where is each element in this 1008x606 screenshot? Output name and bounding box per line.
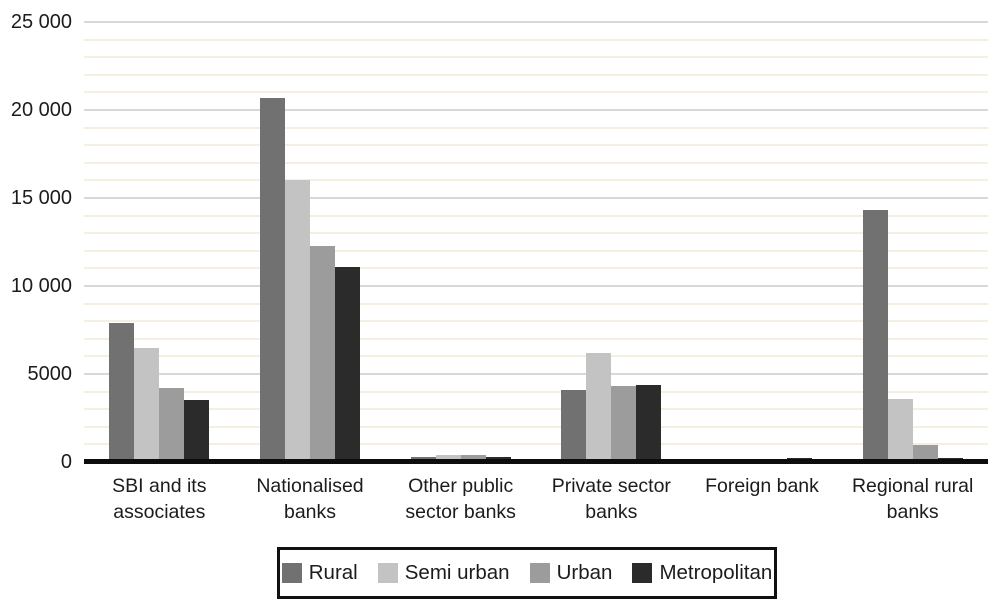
x-category-label: Other public sector banks [405, 475, 516, 523]
major-gridline [84, 21, 988, 23]
bar-metropolitan [335, 266, 360, 462]
x-category-label: Private sector banks [551, 475, 671, 523]
bar-urban [460, 454, 486, 462]
major-gridline [84, 197, 988, 199]
x-axis-line [84, 459, 988, 464]
minor-gridline [84, 425, 988, 428]
bar-urban [310, 245, 335, 462]
minor-gridline [84, 355, 988, 358]
legend-swatch-icon [377, 563, 398, 583]
legend-swatch-icon [281, 563, 302, 583]
bar-rural [109, 322, 135, 462]
legend: Rural Semi urban Urban Metropolitan [277, 547, 777, 599]
bar-rural [862, 210, 888, 462]
bar-metropolitan [636, 384, 662, 462]
major-gridline [84, 373, 988, 375]
legend-label: Urban [556, 561, 613, 584]
x-category-label: SBI and its associates [112, 475, 207, 523]
major-gridline [84, 285, 988, 287]
bar-urban [912, 445, 938, 462]
minor-gridline [84, 390, 988, 393]
bar-urban [611, 386, 637, 462]
bar-metropolitan [184, 400, 210, 462]
y-tick-label: 20 000 [10, 99, 72, 121]
bar-urban [159, 388, 185, 462]
legend-swatch-icon [529, 563, 550, 583]
legend-item: Rural [281, 561, 358, 585]
minor-gridline [84, 56, 988, 59]
bar-semi-urban [134, 347, 160, 462]
bar-rural [260, 97, 285, 462]
legend-label: Rural [308, 561, 358, 584]
plot-area [84, 21, 988, 462]
bar-semi-urban [285, 180, 310, 462]
minor-gridline [84, 443, 988, 446]
bar-semi-urban [887, 398, 913, 462]
legend-label: Metropolitan [659, 561, 773, 584]
minor-gridline [84, 249, 988, 252]
y-tick-label: 10 000 [10, 275, 72, 297]
bar-rural [561, 389, 587, 462]
bar-semi-urban [586, 352, 612, 462]
major-gridline [84, 109, 988, 111]
legend-label: Semi urban [404, 561, 510, 584]
legend-swatch-icon [632, 563, 653, 583]
minor-gridline [84, 179, 988, 182]
legend-item: Urban [529, 561, 613, 585]
legend-item: Metropolitan [632, 561, 772, 585]
minor-gridline [84, 38, 988, 41]
bar-semi-urban [435, 454, 461, 462]
minor-gridline [84, 267, 988, 270]
minor-gridline [84, 408, 988, 411]
minor-gridline [84, 232, 988, 235]
minor-gridline [84, 320, 988, 323]
minor-gridline [84, 337, 988, 340]
y-tick-label: 15 000 [10, 187, 72, 209]
minor-gridline [84, 91, 988, 94]
y-tick-label: 25 000 [10, 11, 72, 33]
minor-gridline [84, 144, 988, 147]
y-tick-label: 5000 [27, 363, 73, 385]
minor-gridline [84, 126, 988, 129]
x-category-label: Regional rural banks [851, 475, 974, 523]
minor-gridline [84, 302, 988, 305]
minor-gridline [84, 73, 988, 76]
x-category-label: Foreign bank [705, 475, 819, 497]
y-tick-label: 0 [60, 451, 72, 473]
x-category-label: Nationalised banks [256, 475, 364, 523]
legend-item: Semi urban [377, 561, 510, 585]
minor-gridline [84, 161, 988, 164]
minor-gridline [84, 214, 988, 217]
